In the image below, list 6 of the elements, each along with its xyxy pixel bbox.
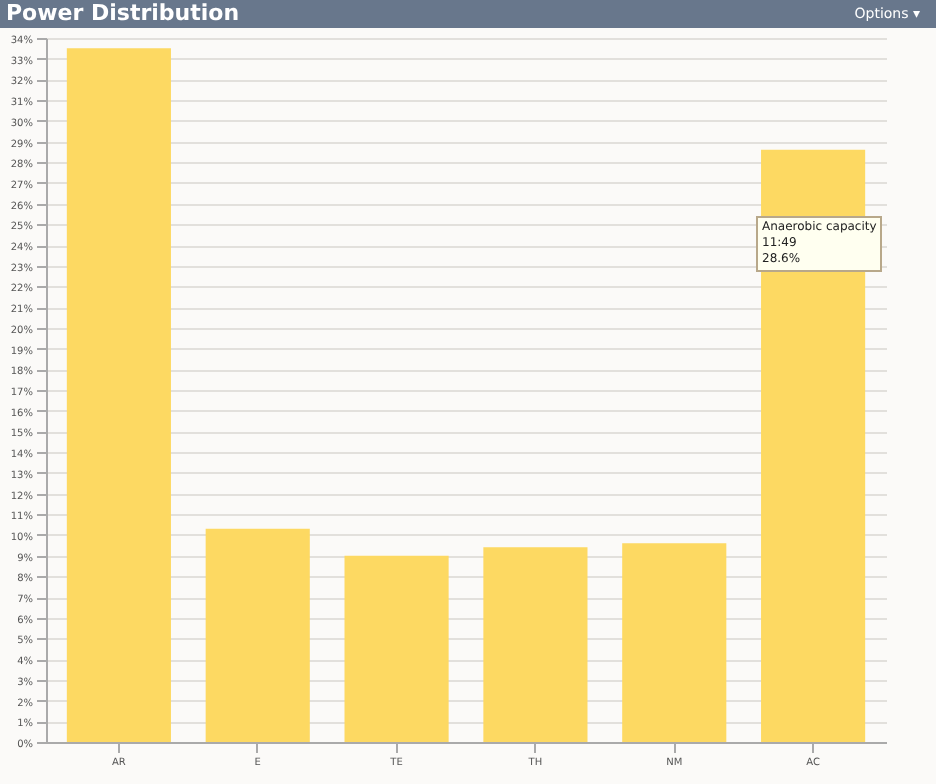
bar: [622, 543, 727, 742]
bar: [344, 555, 449, 742]
bar: [483, 547, 588, 742]
bar: [205, 528, 310, 742]
chart-title: Power Distribution: [6, 0, 240, 28]
bar: [66, 48, 171, 742]
